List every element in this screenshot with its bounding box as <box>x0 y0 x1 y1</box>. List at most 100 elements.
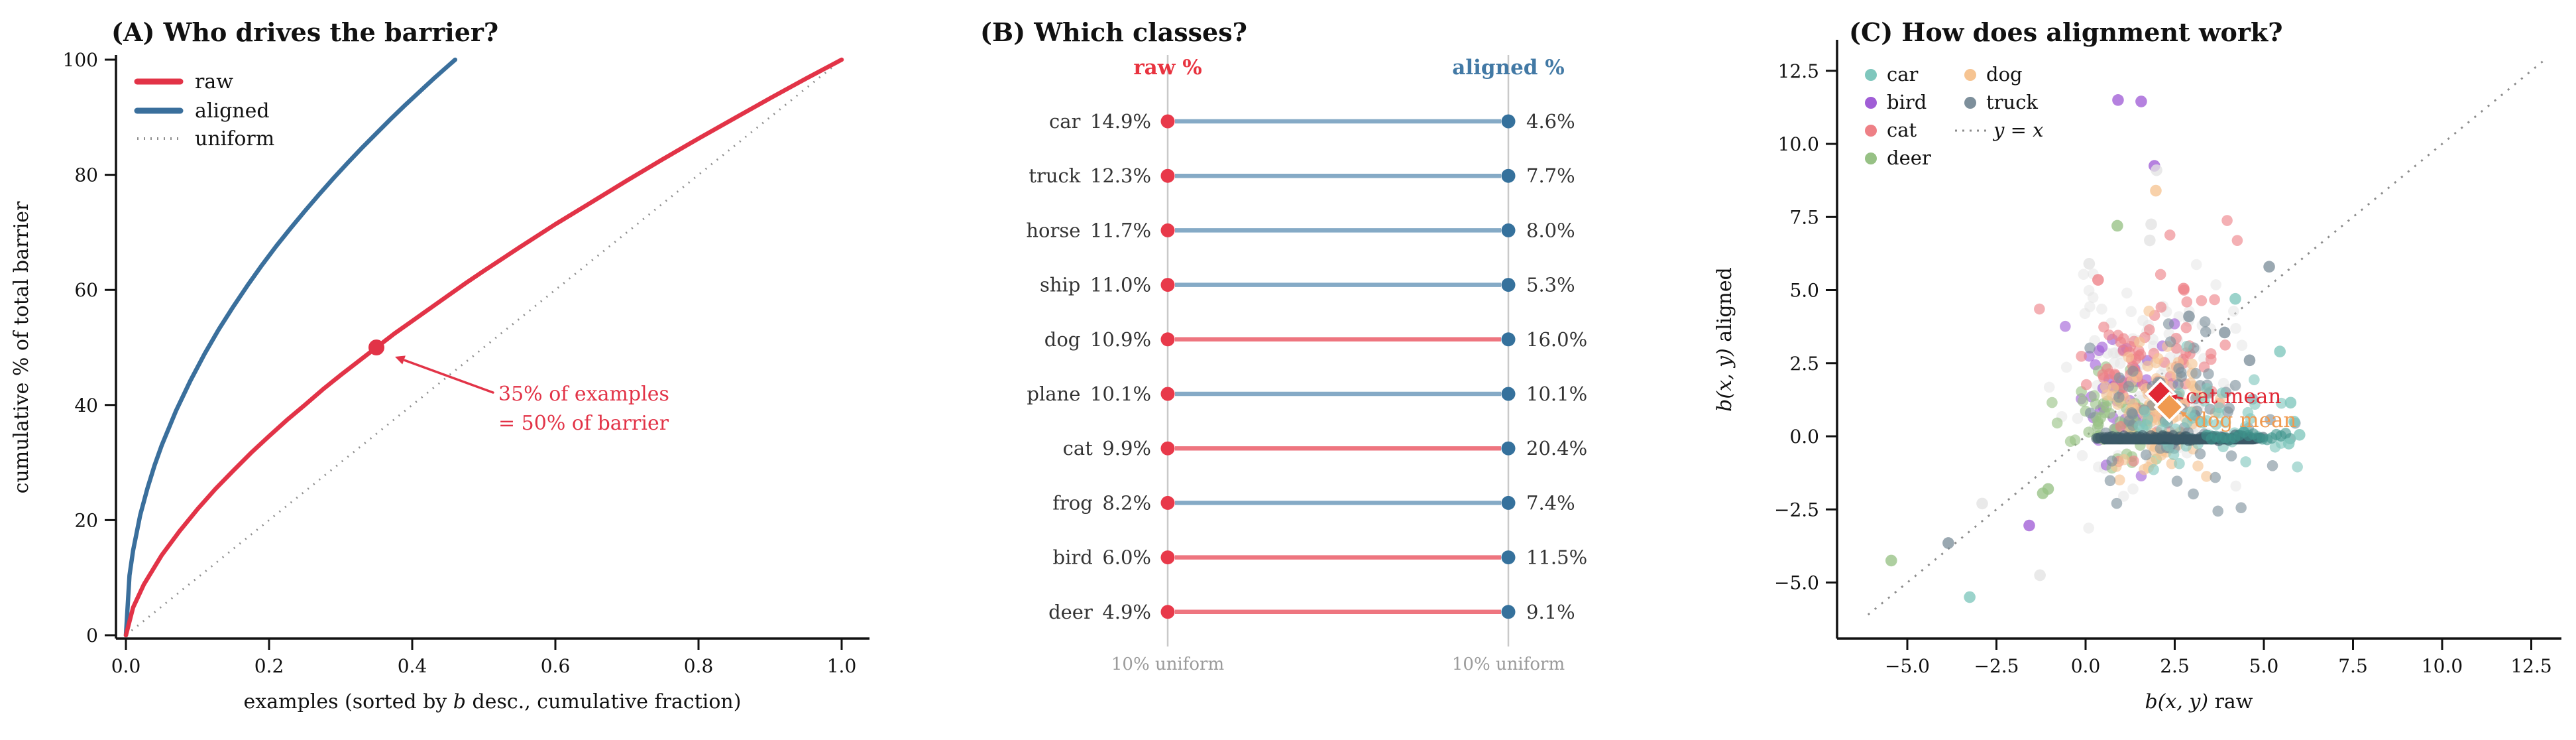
aligned-dot <box>1501 441 1516 456</box>
raw-dot <box>1160 605 1175 619</box>
scatter-point <box>2267 460 2278 471</box>
raw-dot <box>1160 387 1175 401</box>
class-row-dog: dog 10.9% 16.0% <box>1044 328 1587 351</box>
annotation-line2: = 50% of barrier <box>498 412 669 435</box>
row-aligned-value: 9.1% <box>1526 601 1575 623</box>
scatter-point <box>2155 301 2167 313</box>
panel-a: (A) Who drives the barrier?0.0 0.2 0.4 0.6 0… <box>10 17 869 713</box>
scatter-point <box>2134 336 2145 348</box>
annotation-line1: 35% of examples <box>498 383 669 406</box>
scatter-point <box>2084 342 2096 354</box>
scatter-point <box>2084 350 2095 362</box>
scatter-point <box>2150 357 2162 369</box>
class-row-frog: frog 8.2% 7.4% <box>1052 491 1575 514</box>
raw-curve <box>123 57 844 638</box>
row-aligned-value: 20.4% <box>1526 437 1587 460</box>
scatter-point <box>2078 269 2090 280</box>
scatter-point <box>2196 295 2208 306</box>
outlier-bird <box>2112 94 2124 106</box>
row-label-value: truck 12.3% <box>1029 164 1151 187</box>
x-tick-label: 0.0 <box>2071 655 2101 677</box>
row-label-value: car 14.9% <box>1049 110 1151 133</box>
scatter-point <box>2079 308 2091 320</box>
scatter-point <box>2107 347 2119 359</box>
outlier-cat <box>2092 274 2104 286</box>
scatter-point <box>2077 395 2089 407</box>
outlier-other <box>2145 218 2157 231</box>
scatter-point <box>2083 284 2095 296</box>
scatter-point <box>2190 393 2202 404</box>
scatter-point <box>2181 296 2193 308</box>
x-tick-label: 0.2 <box>254 655 284 677</box>
legend-label-cat: cat <box>1887 119 1917 141</box>
scatter-point <box>2181 340 2193 352</box>
outlier-car <box>2288 416 2300 428</box>
scatter-point <box>2245 413 2257 424</box>
highlight-point <box>368 339 384 355</box>
legend-label-y-equals-x: y = x <box>1992 119 2043 141</box>
annotation-arrow <box>395 355 494 394</box>
scatter-point <box>2106 456 2117 467</box>
scatter-point <box>2236 339 2248 351</box>
legend-label-aligned: aligned <box>195 99 270 123</box>
arrow-head <box>2171 394 2178 401</box>
scatter-point <box>2185 377 2196 389</box>
right-footer-note: 10% uniform <box>1452 654 1565 674</box>
scatter-point <box>2190 259 2202 271</box>
scatter-point <box>2276 397 2287 409</box>
scatter-point <box>2112 330 2124 341</box>
scatter-point <box>2172 379 2184 391</box>
scatter-point <box>2123 351 2135 363</box>
row-aligned-value: 5.3% <box>1526 274 1575 296</box>
class-row-cat: cat 9.9% 20.4% <box>1063 437 1588 460</box>
aligned-dot <box>1501 495 1516 510</box>
row-aligned-value: 7.7% <box>1526 164 1575 187</box>
outlier-truck <box>2183 310 2195 322</box>
scatter-point <box>2101 401 2112 412</box>
outlier-other <box>2034 569 2046 582</box>
y-tick-label: 80 <box>74 164 98 186</box>
y-tick-label: 0.0 <box>1789 426 1819 448</box>
x-tick-label: 1.0 <box>827 655 857 677</box>
scatter-point <box>2098 321 2109 333</box>
scatter-point <box>2166 458 2178 469</box>
scatter-point <box>2188 488 2199 500</box>
y-tick-label: 0 <box>86 625 98 647</box>
legend-label-dog: dog <box>1986 63 2023 86</box>
outlier-cat <box>2178 282 2190 295</box>
scatter-point <box>2164 336 2176 347</box>
scatter-point <box>2190 367 2202 379</box>
legend-dot-truck <box>1964 97 1976 109</box>
legend-label-bird: bird <box>1887 91 1927 113</box>
scatter-point <box>2139 406 2151 417</box>
scatter-point <box>2197 417 2208 429</box>
x-tick-label: 2.5 <box>2160 655 2190 677</box>
scatter-point <box>2210 418 2222 430</box>
scatter-point <box>2127 365 2139 377</box>
panel-c-title: (C) How does alignment work? <box>1849 17 2283 47</box>
legend-label-car: car <box>1887 63 1919 86</box>
row-label-value: horse 11.7% <box>1026 219 1151 241</box>
scatter-point <box>2269 441 2281 453</box>
outlier-deer <box>2111 219 2123 232</box>
scatter-point <box>2088 390 2100 402</box>
scatter-point <box>2231 235 2243 246</box>
aligned-dot <box>1501 605 1516 619</box>
outlier-bird <box>2135 95 2147 107</box>
x-tick-label: 0.4 <box>398 655 427 677</box>
panel-a-title: (A) Who drives the barrier? <box>111 17 498 47</box>
scatter-point <box>2141 420 2153 431</box>
left-footer-note: 10% uniform <box>1111 654 1224 674</box>
scatter-point <box>2164 229 2176 241</box>
zero-band <box>2091 426 2296 446</box>
scatter-point <box>2090 398 2101 410</box>
scatter-point <box>2127 483 2139 495</box>
y-tick-label: 12.5 <box>1778 60 1819 82</box>
row-label-value: cat 9.9% <box>1063 437 1151 460</box>
raw-dot <box>1160 495 1175 510</box>
scatter-point <box>2209 294 2220 306</box>
scatter-point <box>2205 353 2217 365</box>
scatter-point <box>2080 379 2092 391</box>
raw-dot <box>1160 278 1175 292</box>
